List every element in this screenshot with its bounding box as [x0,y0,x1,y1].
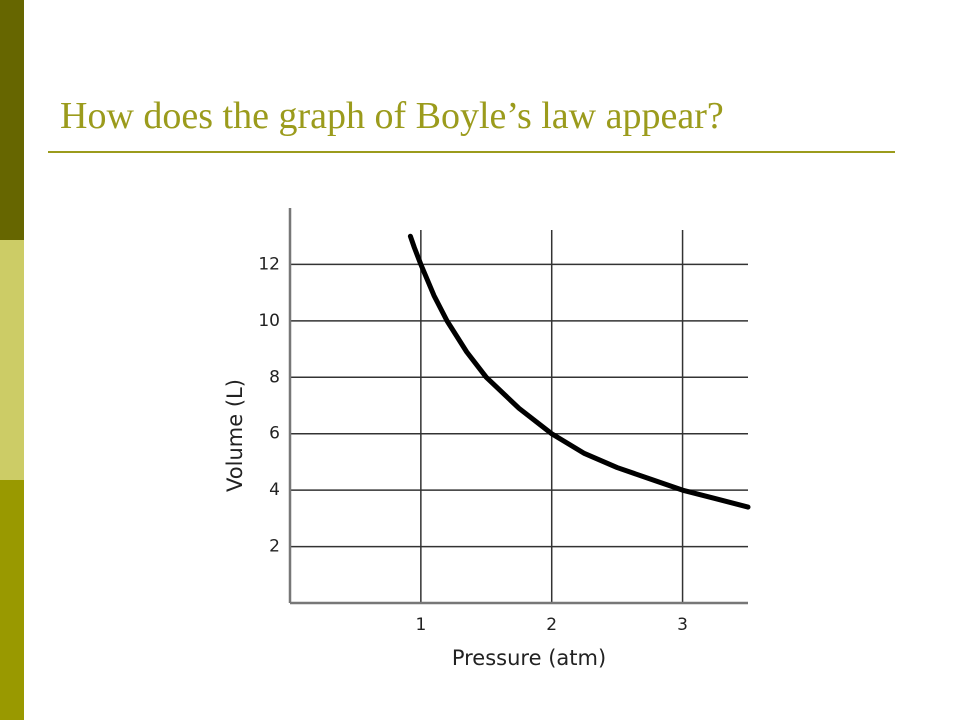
y-tick-label: 12 [258,254,280,274]
y-tick-label: 4 [269,480,280,500]
y-tick-label: 6 [269,424,280,444]
y-tick-label: 10 [258,311,280,331]
x-tick-label: 2 [546,615,557,635]
y-axis-label: Volume (L) [223,379,247,492]
sidebar-block [0,480,24,720]
y-tick-label: 2 [269,537,280,557]
x-axis-label: Pressure (atm) [452,646,606,670]
slide-title: How does the graph of Boyle’s law appear… [60,95,724,137]
sidebar-block [0,0,24,240]
x-tick-label: 1 [415,615,426,635]
y-tick-label: 8 [269,367,280,387]
x-tick-label: 3 [677,615,688,635]
data-line [407,233,751,510]
sidebar-block [0,240,24,480]
